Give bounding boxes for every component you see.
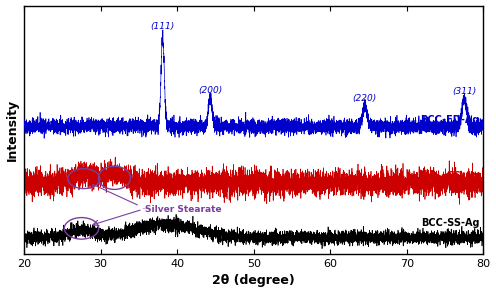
Y-axis label: Intensity: Intensity xyxy=(5,99,18,161)
Text: #7B3F9E: #7B3F9E xyxy=(93,185,149,209)
Text: (200): (200) xyxy=(198,86,222,95)
Text: (111): (111) xyxy=(150,22,175,31)
X-axis label: 2θ (degree): 2θ (degree) xyxy=(212,275,295,287)
Text: BCC-SS-Ag: BCC-SS-Ag xyxy=(421,218,480,228)
Text: (311): (311) xyxy=(452,87,476,96)
Text: BCC-ED-Ag: BCC-ED-Ag xyxy=(420,115,480,125)
Text: SS-Ag: SS-Ag xyxy=(447,171,480,181)
Text: (220): (220) xyxy=(353,94,377,103)
Text: Silver Stearate: Silver Stearate xyxy=(145,205,222,214)
